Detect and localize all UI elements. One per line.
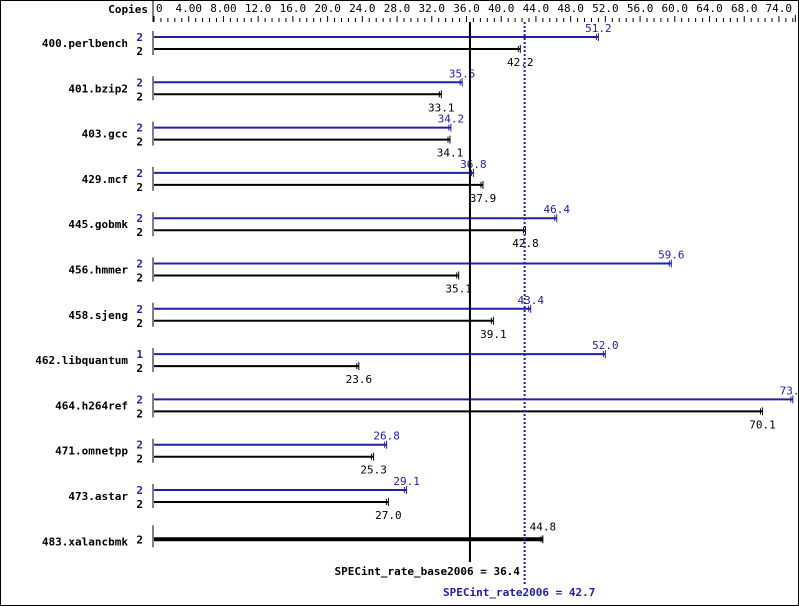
tick-label: 60.0: [662, 2, 689, 15]
peak-value-label: 35.5: [449, 67, 476, 80]
base-copies: 2: [136, 362, 143, 375]
peak-value-label: 73.6: [780, 384, 799, 397]
peak-copies: 1: [136, 348, 143, 361]
base-copies: 2: [136, 90, 143, 103]
tick-label: 74.0: [766, 2, 793, 15]
benchmark-label: 456.hmmer: [68, 264, 128, 277]
benchmark-label: 400.perlbench: [42, 37, 128, 50]
tick-label: 28.0: [384, 2, 411, 15]
benchmark-label: 403.gcc: [82, 128, 128, 141]
peak-copies: 2: [136, 439, 143, 452]
peak-copies: 2: [136, 393, 143, 406]
peak-copies: 2: [136, 31, 143, 44]
tick-label: 64.0: [696, 2, 723, 15]
base-value-label: 42.2: [507, 56, 534, 69]
base-mean-label: SPECint_rate_base2006 = 36.4: [335, 565, 521, 578]
base-value-label: 70.1: [749, 418, 776, 431]
peak-copies: 2: [136, 303, 143, 316]
peak-mean-label: SPECint_rate2006 = 42.7: [443, 586, 595, 599]
base-copies: 2: [136, 533, 143, 546]
benchmark-label: 464.h264ref: [55, 399, 128, 412]
peak-copies: 2: [136, 122, 143, 135]
peak-value-label: 52.0: [592, 339, 619, 352]
base-value-label: 23.6: [346, 373, 373, 386]
benchmark-label: 473.astar: [68, 490, 128, 503]
base-copies: 2: [136, 136, 143, 149]
peak-value-label: 36.8: [460, 158, 487, 171]
tick-label: 68.0: [731, 2, 758, 15]
benchmark-label: 429.mcf: [82, 173, 128, 186]
base-value-label: 37.9: [470, 192, 497, 205]
tick-label: 40.0: [488, 2, 515, 15]
base-value-label: 27.0: [375, 509, 402, 522]
tick-label: 24.0: [349, 2, 376, 15]
tick-label: 8.00: [210, 2, 237, 15]
tick-label: 16.0: [280, 2, 307, 15]
tick-label: 48.0: [557, 2, 584, 15]
base-copies: 2: [136, 453, 143, 466]
benchmark-label: 462.libquantum: [35, 354, 128, 367]
tick-label: 36.0: [453, 2, 480, 15]
base-copies: 2: [136, 181, 143, 194]
tick-label: 44.0: [523, 2, 550, 15]
base-copies: 2: [136, 317, 143, 330]
peak-value-label: 43.4: [517, 294, 544, 307]
benchmark-label: 458.sjeng: [68, 309, 128, 322]
benchmark-label: 483.xalancbmk: [42, 535, 128, 548]
peak-value-label: 46.4: [544, 203, 571, 216]
tick-label: 12.0: [245, 2, 272, 15]
peak-value-label: 59.6: [658, 249, 685, 262]
tick-label: 52.0: [592, 2, 619, 15]
base-value-label: 39.1: [480, 328, 507, 341]
tick-label: 20.0: [314, 2, 341, 15]
base-value-label: 35.1: [445, 283, 472, 296]
base-copies: 2: [136, 498, 143, 511]
base-copies: 2: [136, 45, 143, 58]
peak-copies: 2: [136, 484, 143, 497]
base-copies: 2: [136, 407, 143, 420]
peak-copies: 2: [136, 167, 143, 180]
base-copies: 2: [136, 272, 143, 285]
base-value-label: 34.1: [437, 147, 464, 160]
peak-copies: 2: [136, 76, 143, 89]
benchmark-label: 445.gobmk: [68, 218, 128, 231]
tick-label: 56.0: [627, 2, 654, 15]
peak-value-label: 26.8: [373, 430, 400, 443]
base-value-label: 44.8: [530, 520, 557, 533]
tick-label: 0: [156, 2, 163, 15]
base-value-label: 33.1: [428, 101, 455, 114]
benchmark-label: 401.bzip2: [68, 82, 128, 95]
peak-copies: 2: [136, 212, 143, 225]
tick-label: 32.0: [419, 2, 446, 15]
peak-value-label: 34.2: [438, 113, 465, 126]
base-value-label: 25.3: [360, 464, 387, 477]
tick-label: 4.00: [175, 2, 202, 15]
benchmark-label: 471.omnetpp: [55, 445, 128, 458]
peak-value-label: 29.1: [393, 475, 420, 488]
peak-copies: 2: [136, 258, 143, 271]
peak-value-label: 51.2: [585, 22, 612, 35]
copies-header: Copies: [108, 3, 148, 16]
base-copies: 2: [136, 226, 143, 239]
